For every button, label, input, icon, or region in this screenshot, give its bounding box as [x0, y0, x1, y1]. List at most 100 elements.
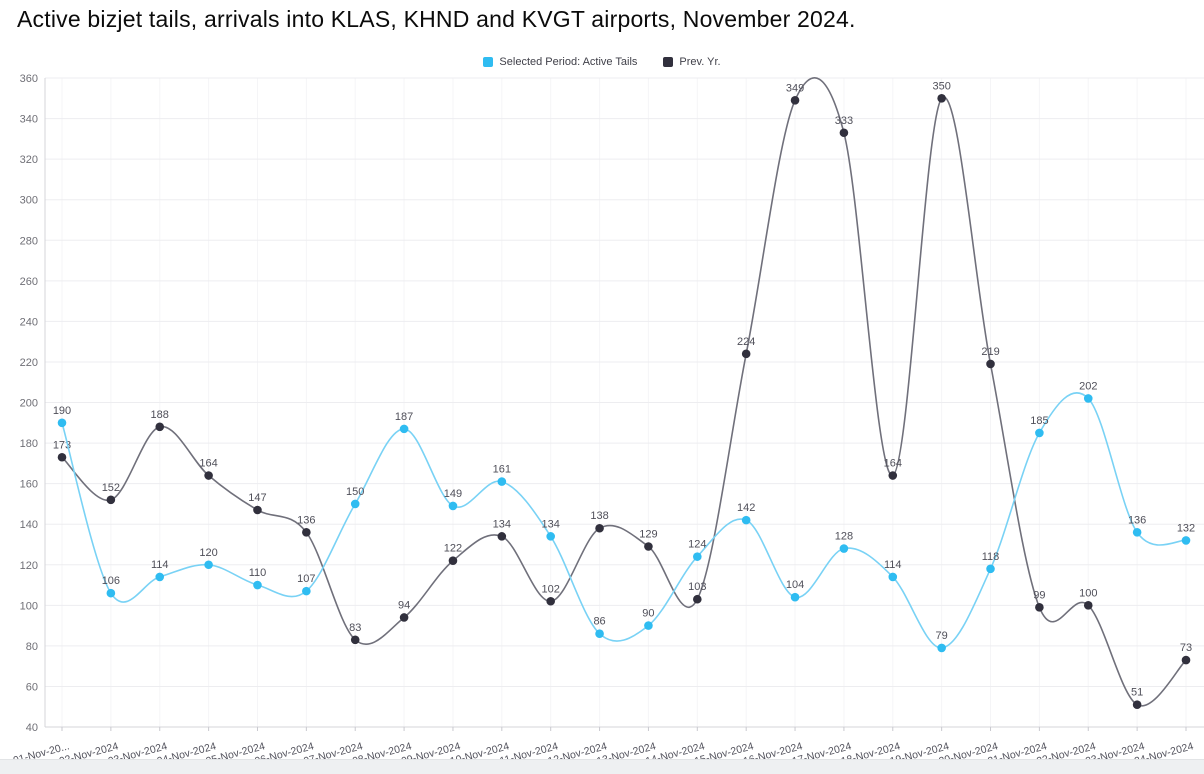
data-point[interactable] [350, 635, 360, 645]
data-label: 164 [199, 458, 217, 470]
data-point[interactable] [57, 452, 67, 462]
y-axis-tick-label: 100 [20, 600, 38, 612]
y-axis-tick-label: 360 [20, 73, 38, 85]
legend-label: Selected Period: Active Tails [499, 56, 638, 68]
data-point[interactable] [1083, 601, 1093, 610]
data-label: 107 [297, 573, 315, 585]
data-label: 118 [982, 551, 1000, 563]
data-label: 187 [395, 411, 413, 423]
data-point[interactable] [106, 495, 116, 505]
data-point[interactable] [693, 594, 702, 604]
data-point[interactable] [546, 532, 555, 541]
data-point[interactable] [302, 528, 311, 537]
data-label: 122 [444, 543, 462, 555]
data-point[interactable] [1181, 536, 1191, 545]
data-point[interactable] [155, 572, 165, 582]
data-point[interactable] [155, 422, 165, 432]
data-label: 73 [1180, 642, 1192, 654]
data-point[interactable] [693, 552, 702, 561]
data-label: 83 [349, 622, 361, 634]
data-label: 100 [1079, 587, 1097, 599]
y-axis-tick-label: 180 [20, 438, 38, 450]
data-label: 86 [593, 616, 605, 628]
data-point[interactable] [1181, 655, 1191, 665]
data-point[interactable] [937, 93, 946, 103]
data-point[interactable] [839, 544, 849, 553]
data-label: 106 [102, 575, 120, 587]
data-point[interactable] [741, 515, 751, 525]
data-point[interactable] [302, 586, 311, 596]
data-point[interactable] [253, 580, 262, 590]
data-point[interactable] [790, 592, 800, 602]
data-label: 188 [151, 409, 169, 421]
y-axis-tick-label: 220 [20, 357, 38, 369]
data-label: 350 [932, 80, 950, 92]
data-label: 114 [884, 559, 902, 571]
y-axis-tick-label: 280 [20, 235, 38, 247]
data-label: 224 [737, 336, 755, 348]
data-point[interactable] [1132, 700, 1142, 709]
data-point[interactable] [937, 643, 946, 653]
data-point[interactable] [888, 572, 898, 582]
y-axis-tick-label: 320 [20, 154, 38, 166]
series-line-0 [61, 392, 1187, 649]
data-label: 134 [493, 518, 511, 530]
data-label: 51 [1131, 687, 1143, 699]
data-point[interactable] [1035, 428, 1044, 438]
data-point[interactable] [741, 349, 751, 359]
y-axis-tick-label: 240 [20, 316, 38, 328]
data-point[interactable] [399, 424, 409, 434]
data-point[interactable] [644, 542, 653, 551]
data-label: 136 [1128, 514, 1146, 526]
chart-title: Active bizjet tails, arrivals into KLAS,… [17, 6, 856, 32]
data-label: 94 [398, 599, 410, 611]
data-point[interactable] [986, 359, 995, 369]
y-axis-tick-label: 140 [20, 519, 38, 531]
data-label: 124 [688, 539, 706, 551]
data-label: 149 [444, 488, 462, 500]
data-point[interactable] [986, 564, 995, 574]
data-point[interactable] [497, 477, 507, 486]
data-label: 150 [346, 486, 364, 498]
data-point[interactable] [839, 128, 849, 138]
data-point[interactable] [57, 418, 67, 428]
data-point[interactable] [448, 501, 458, 511]
data-label: 102 [542, 583, 560, 595]
data-point[interactable] [204, 560, 213, 570]
data-label: 219 [981, 346, 999, 358]
data-label: 110 [249, 567, 267, 579]
data-label: 104 [786, 579, 804, 591]
legend-item-0[interactable]: Selected Period: Active Tails [483, 56, 637, 68]
legend-swatch-icon [663, 57, 674, 67]
data-label: 99 [1033, 589, 1045, 601]
data-point[interactable] [399, 613, 409, 622]
data-point[interactable] [790, 96, 800, 105]
data-label: 128 [835, 531, 853, 543]
data-label: 120 [199, 547, 217, 559]
data-point[interactable] [1035, 603, 1044, 612]
data-point[interactable] [644, 621, 653, 630]
data-point[interactable] [1083, 394, 1093, 403]
data-point[interactable] [253, 505, 262, 515]
data-label: 138 [590, 510, 608, 522]
data-label: 202 [1079, 380, 1097, 392]
data-point[interactable] [497, 532, 507, 541]
data-point[interactable] [595, 629, 604, 639]
data-point[interactable] [546, 596, 555, 606]
data-point[interactable] [448, 556, 458, 565]
data-point[interactable] [1132, 528, 1142, 537]
data-point[interactable] [350, 499, 360, 509]
legend-item-1[interactable]: Prev. Yr. [663, 56, 721, 68]
data-point[interactable] [595, 523, 604, 533]
data-label: 164 [884, 458, 902, 470]
data-point[interactable] [888, 471, 898, 480]
data-point[interactable] [204, 471, 213, 480]
data-label: 190 [53, 405, 71, 417]
y-axis-tick-label: 40 [26, 722, 38, 734]
data-label: 114 [151, 559, 169, 571]
data-label: 132 [1177, 522, 1195, 534]
data-point[interactable] [106, 588, 116, 598]
y-axis-tick-label: 260 [20, 276, 38, 288]
data-label: 185 [1030, 415, 1048, 427]
